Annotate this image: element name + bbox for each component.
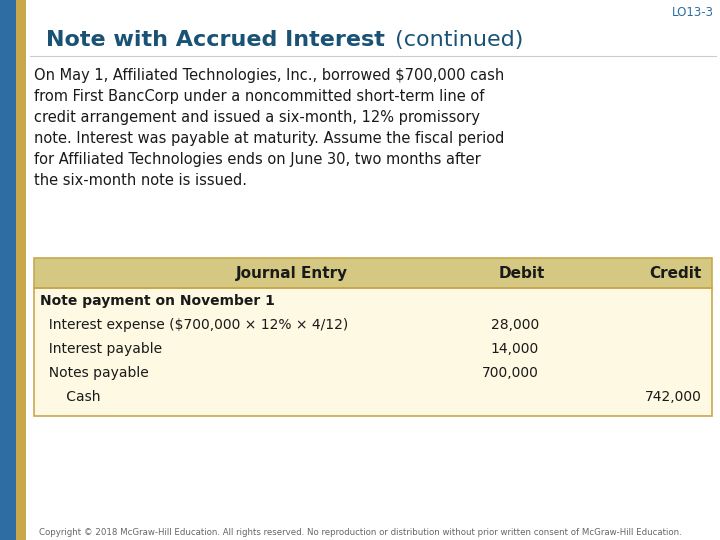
- Text: 28,000: 28,000: [491, 318, 539, 332]
- Text: On May 1, Affiliated Technologies, Inc., borrowed $700,000 cash
from First BancC: On May 1, Affiliated Technologies, Inc.,…: [34, 68, 505, 188]
- Text: Credit: Credit: [649, 266, 702, 281]
- Text: Note with Accrued Interest: Note with Accrued Interest: [46, 30, 385, 50]
- Text: (continued): (continued): [388, 30, 523, 50]
- Text: 14,000: 14,000: [491, 342, 539, 356]
- Text: LO13-3: LO13-3: [672, 6, 714, 19]
- Bar: [34, 288, 712, 416]
- Bar: [0, 0, 16, 540]
- Text: Interest expense ($700,000 × 12% × 4/12): Interest expense ($700,000 × 12% × 4/12): [40, 318, 348, 332]
- Text: Journal Entry: Journal Entry: [235, 266, 348, 281]
- Text: 700,000: 700,000: [482, 366, 539, 380]
- Text: Debit: Debit: [499, 266, 545, 281]
- Text: 742,000: 742,000: [645, 390, 702, 404]
- Text: Interest payable: Interest payable: [40, 342, 162, 356]
- Text: Copyright © 2018 McGraw-Hill Education. All rights reserved. No reproduction or : Copyright © 2018 McGraw-Hill Education. …: [39, 528, 681, 537]
- Text: Cash: Cash: [40, 390, 101, 404]
- Text: Notes payable: Notes payable: [40, 366, 149, 380]
- Text: Note payment on November 1: Note payment on November 1: [40, 294, 275, 308]
- Bar: [34, 258, 712, 288]
- Bar: [16, 0, 26, 540]
